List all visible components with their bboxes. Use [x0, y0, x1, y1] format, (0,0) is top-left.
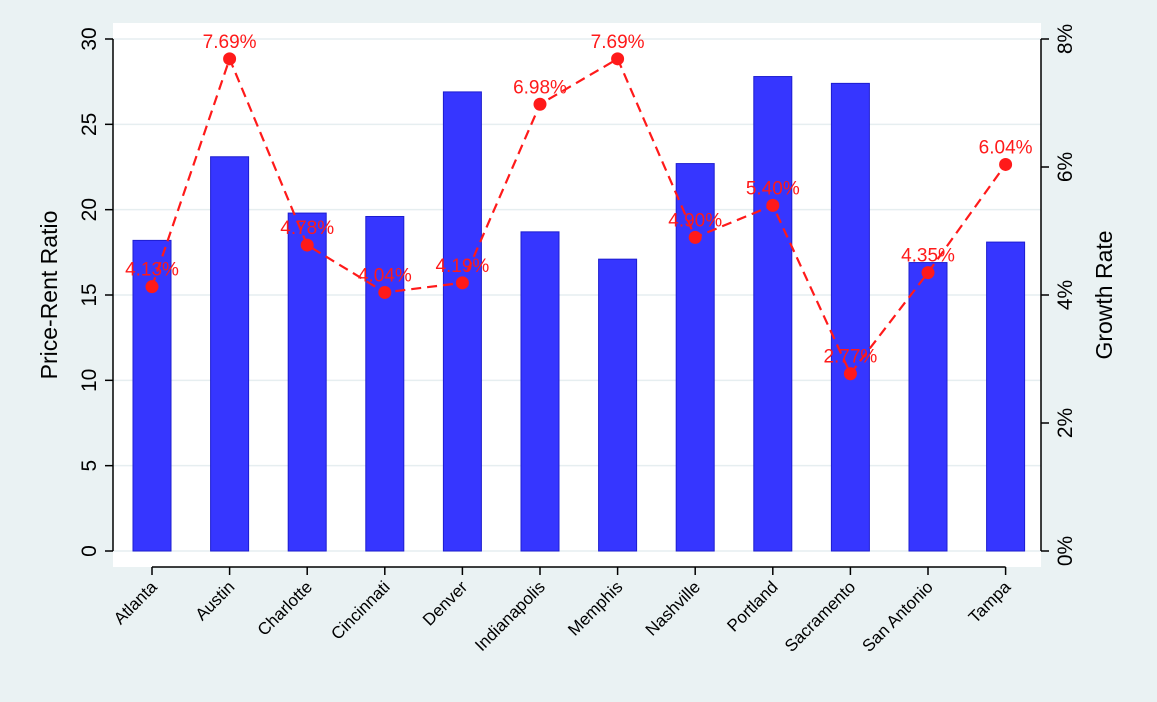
y-tick-label: 0: [78, 545, 101, 557]
bar: [598, 258, 638, 552]
data-point: [533, 97, 547, 111]
data-label: 4.19%: [435, 256, 489, 277]
y-tick-label: 20: [78, 198, 101, 221]
x-tick-label: Sacramento: [781, 577, 859, 655]
bar: [520, 231, 560, 552]
data-label: 4.78%: [280, 218, 334, 239]
data-point: [611, 52, 625, 66]
data-label: 4.04%: [358, 265, 412, 286]
y-tick-label: 5: [78, 460, 101, 472]
x-tick-label: Austin: [192, 577, 239, 624]
x-tick-label: Memphis: [564, 577, 626, 639]
data-label: 7.69%: [591, 32, 645, 53]
growth-rate-labels: 4.13% 7.69% 4.78% 4.04% 4.19% 6.98% 7.69% 4.90%…: [125, 32, 1033, 368]
x-tick-label: Denver: [419, 577, 471, 629]
data-label: 2.77%: [823, 347, 877, 368]
x-tick-label: Indianapolis: [471, 577, 549, 655]
bar: [753, 76, 793, 552]
bar: [908, 262, 948, 552]
x-tick-label: Nashville: [642, 577, 704, 639]
y-tick-label: 25: [78, 113, 101, 136]
data-point: [999, 157, 1013, 171]
y-tick-label: 10: [78, 369, 101, 392]
bar: [986, 241, 1026, 552]
x-tick-label: Tampa: [965, 577, 1015, 627]
data-label: 4.35%: [901, 246, 955, 267]
data-point: [843, 367, 857, 381]
data-point: [921, 266, 935, 280]
bar: [675, 163, 715, 552]
y2-tick-label: 2%: [1054, 408, 1077, 438]
y2-tick-label: 6%: [1054, 152, 1077, 182]
x-tick-label: Cincinnati: [327, 577, 393, 643]
data-label: 4.13%: [125, 260, 179, 281]
y2-tick-label: 4%: [1054, 280, 1077, 310]
data-point: [145, 280, 159, 294]
data-label: 5.40%: [746, 178, 800, 199]
x-tick-label: Portland: [723, 577, 781, 635]
data-point: [223, 52, 237, 66]
growth-rate-points: [145, 52, 1013, 381]
y-axis-title: Price-Rent Ratio: [36, 211, 62, 380]
data-label: 6.98%: [513, 77, 567, 98]
data-label: 4.90%: [668, 210, 722, 231]
data-point: [378, 285, 392, 299]
data-point: [688, 230, 702, 244]
gridlines: [113, 38, 1041, 552]
data-label: 7.69%: [203, 32, 257, 53]
bar: [830, 82, 870, 552]
x-tick-label: Atlanta: [110, 577, 161, 628]
data-point: [455, 276, 469, 290]
y-tick-label: 30: [78, 27, 101, 50]
data-point: [766, 198, 780, 212]
y-tick-label: 15: [78, 283, 101, 306]
growth-rate-line: [150, 55, 1007, 376]
bar: [287, 212, 327, 552]
data-point: [300, 238, 314, 252]
x-tick-label: Charlotte: [254, 577, 316, 639]
bar: [442, 91, 482, 552]
x-tick-label: San Antonio: [859, 577, 937, 655]
data-label: 6.04%: [979, 137, 1033, 158]
y2-tick-label: 8%: [1054, 24, 1077, 54]
bar: [210, 156, 250, 552]
y2-tick-label: 0%: [1054, 536, 1077, 566]
bar: [365, 215, 405, 552]
y2-axis-title: Growth Rate: [1091, 230, 1117, 359]
